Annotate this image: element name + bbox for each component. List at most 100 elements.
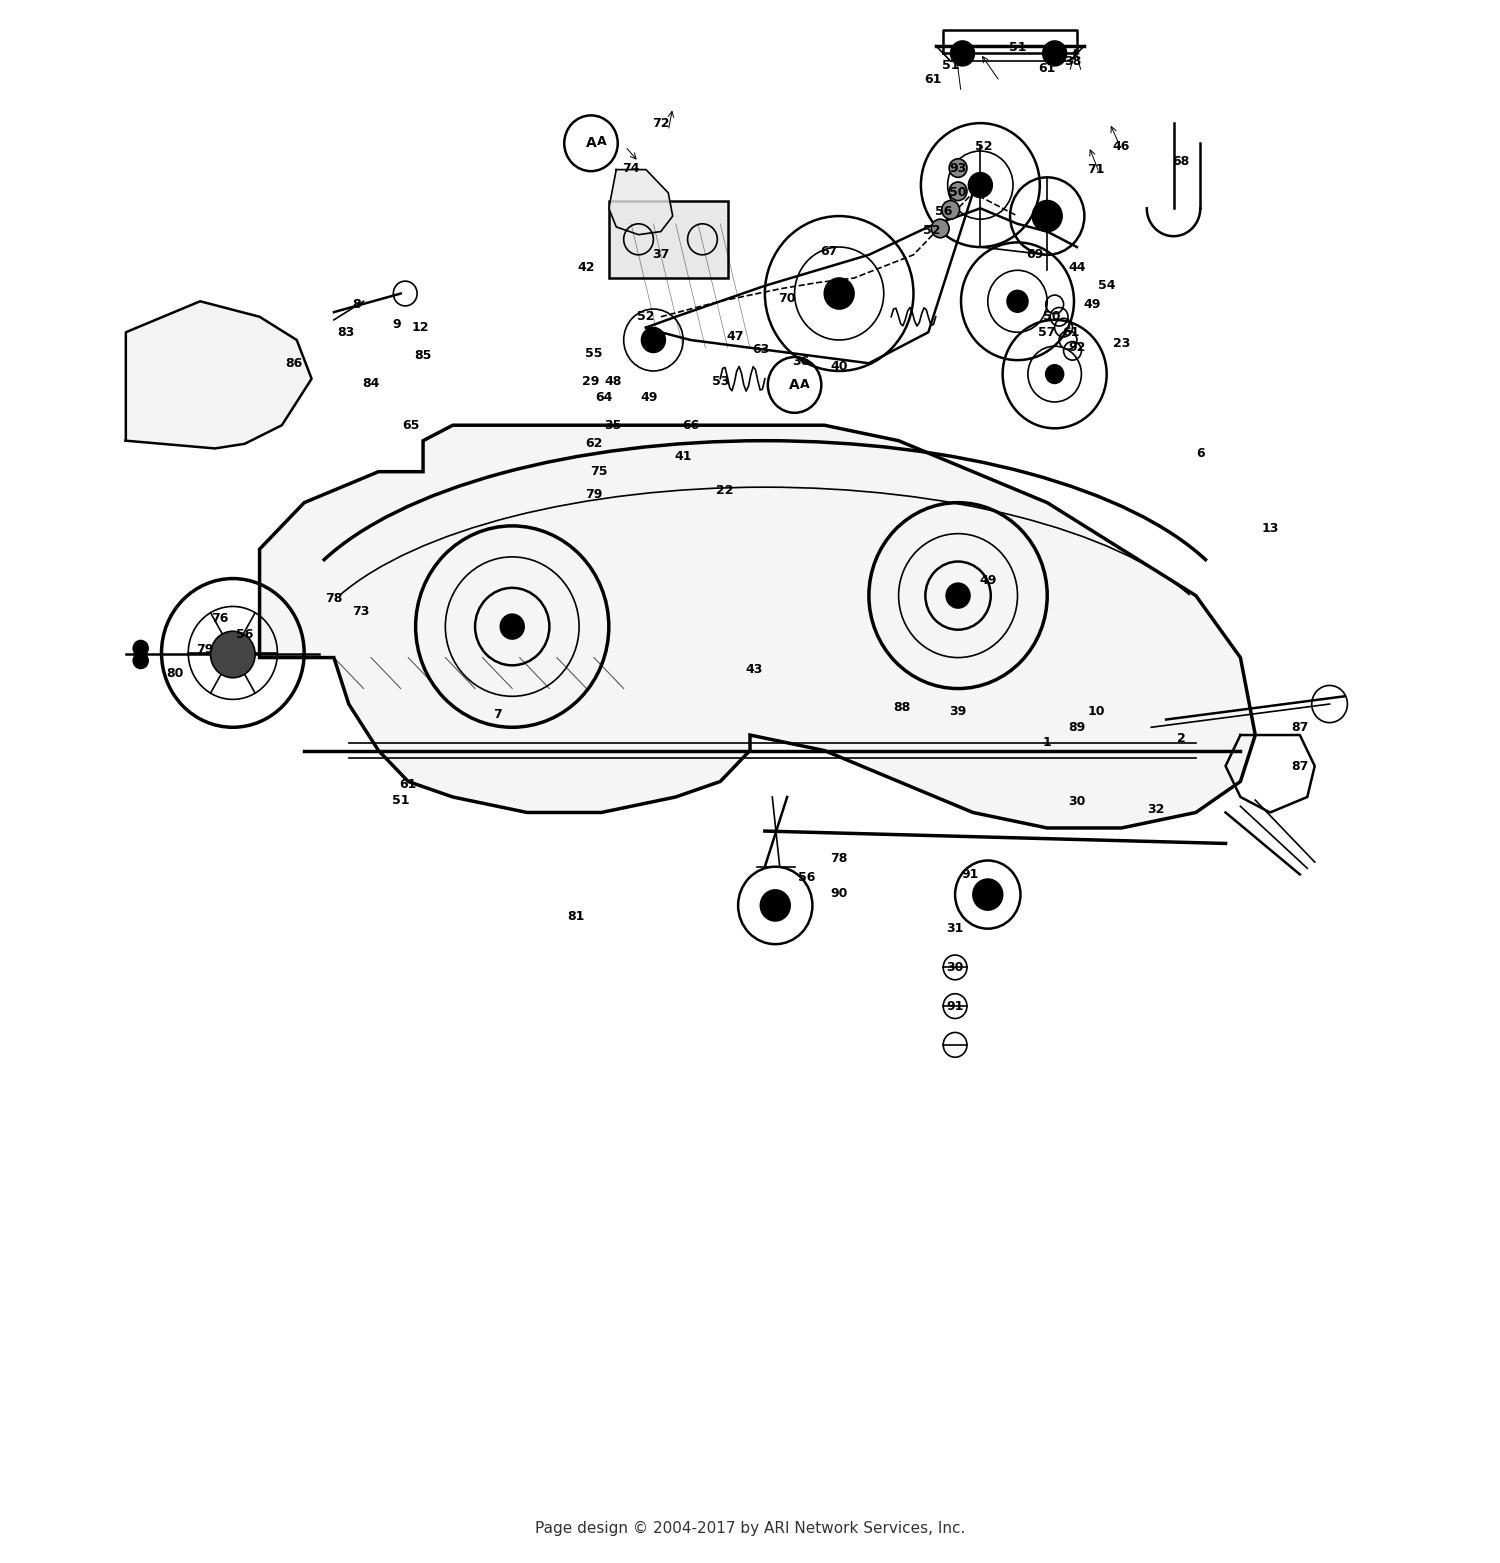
Text: 49: 49 <box>1083 299 1101 311</box>
Text: 87: 87 <box>1292 760 1308 772</box>
Text: 13: 13 <box>1262 522 1280 536</box>
Text: 91: 91 <box>962 867 978 882</box>
Circle shape <box>134 641 148 656</box>
Text: 39: 39 <box>950 705 966 719</box>
Text: 64: 64 <box>596 391 613 403</box>
Circle shape <box>974 878 1002 910</box>
Text: 75: 75 <box>590 466 608 478</box>
Text: 9: 9 <box>392 317 400 331</box>
Circle shape <box>1042 41 1066 66</box>
Text: 69: 69 <box>1026 249 1044 261</box>
Text: 46: 46 <box>1113 139 1130 153</box>
Text: 77: 77 <box>771 907 789 919</box>
Polygon shape <box>126 302 312 449</box>
Text: 56: 56 <box>934 205 952 217</box>
Circle shape <box>950 159 968 177</box>
Text: 88: 88 <box>892 700 910 714</box>
Text: 52: 52 <box>975 139 992 153</box>
Text: 78: 78 <box>831 852 848 866</box>
Text: 54: 54 <box>1098 280 1116 292</box>
Text: 6: 6 <box>1196 447 1204 460</box>
Text: 10: 10 <box>1088 705 1106 719</box>
Text: 44: 44 <box>1068 261 1086 274</box>
Text: 61: 61 <box>399 778 417 791</box>
Text: 79: 79 <box>585 488 603 502</box>
Text: 52: 52 <box>638 311 654 324</box>
Text: 32: 32 <box>1148 803 1164 816</box>
Text: 41: 41 <box>675 450 692 463</box>
Text: 49: 49 <box>980 574 996 586</box>
Circle shape <box>969 172 992 197</box>
Text: 71: 71 <box>1088 163 1106 177</box>
Text: 37: 37 <box>652 249 669 261</box>
Circle shape <box>642 328 666 352</box>
Circle shape <box>950 181 968 200</box>
Text: 79: 79 <box>196 644 213 656</box>
Text: 61: 61 <box>1062 325 1080 339</box>
Circle shape <box>1032 200 1062 231</box>
Circle shape <box>946 583 970 608</box>
Text: A: A <box>789 378 800 392</box>
Text: 76: 76 <box>211 613 228 625</box>
Text: 65: 65 <box>402 419 420 431</box>
Text: 7: 7 <box>494 708 501 722</box>
Text: 89: 89 <box>1068 721 1086 733</box>
Text: 83: 83 <box>338 325 354 339</box>
Text: 92: 92 <box>1068 341 1086 355</box>
Text: 53: 53 <box>711 375 729 388</box>
Text: 67: 67 <box>821 245 837 258</box>
Text: 78: 78 <box>326 592 342 605</box>
Text: A: A <box>585 136 597 150</box>
Circle shape <box>932 219 950 238</box>
Text: 43: 43 <box>746 663 764 677</box>
Text: 72: 72 <box>652 117 669 130</box>
Text: 66: 66 <box>682 419 699 431</box>
Text: 93: 93 <box>950 161 966 175</box>
Text: 29: 29 <box>582 375 600 388</box>
Text: Page design © 2004-2017 by ARI Network Services, Inc.: Page design © 2004-2017 by ARI Network S… <box>536 1521 964 1536</box>
Text: 8: 8 <box>352 299 360 311</box>
Text: 52: 52 <box>922 224 940 236</box>
Circle shape <box>942 200 960 219</box>
Text: 51: 51 <box>392 794 410 807</box>
Text: 42: 42 <box>578 261 596 274</box>
Text: ARI: ARI <box>630 644 870 764</box>
Text: 55: 55 <box>585 347 603 361</box>
Text: 49: 49 <box>640 391 657 403</box>
Text: 56: 56 <box>236 628 254 641</box>
Circle shape <box>1007 291 1028 313</box>
Circle shape <box>134 653 148 669</box>
Polygon shape <box>609 170 672 234</box>
PathPatch shape <box>260 425 1256 828</box>
Text: 68: 68 <box>1173 155 1190 169</box>
Circle shape <box>760 889 790 921</box>
Text: 40: 40 <box>831 359 848 374</box>
Text: 73: 73 <box>352 605 369 617</box>
Text: 31: 31 <box>946 922 964 935</box>
Circle shape <box>1046 364 1064 383</box>
Circle shape <box>825 278 854 309</box>
Circle shape <box>501 614 524 639</box>
Text: 81: 81 <box>567 910 585 922</box>
Text: 2: 2 <box>1176 731 1185 744</box>
Text: 74: 74 <box>622 161 640 175</box>
Text: 30: 30 <box>1068 796 1086 808</box>
Text: 61: 61 <box>924 73 942 86</box>
Text: 1: 1 <box>1042 736 1052 749</box>
Text: 35: 35 <box>604 419 622 431</box>
Text: 30: 30 <box>946 961 964 974</box>
Text: 12: 12 <box>411 320 429 334</box>
Text: 61: 61 <box>1038 63 1056 75</box>
Text: 63: 63 <box>752 342 770 356</box>
FancyBboxPatch shape <box>609 200 728 278</box>
Text: 90: 90 <box>831 886 848 900</box>
Text: 91: 91 <box>946 1000 964 1013</box>
Text: 86: 86 <box>285 356 303 370</box>
Text: 23: 23 <box>1113 336 1130 350</box>
Circle shape <box>210 631 255 678</box>
Text: 80: 80 <box>166 666 183 680</box>
Text: 48: 48 <box>604 375 622 388</box>
Text: 57: 57 <box>1038 325 1056 339</box>
Text: 50: 50 <box>950 186 968 200</box>
Text: 36: 36 <box>792 355 808 369</box>
